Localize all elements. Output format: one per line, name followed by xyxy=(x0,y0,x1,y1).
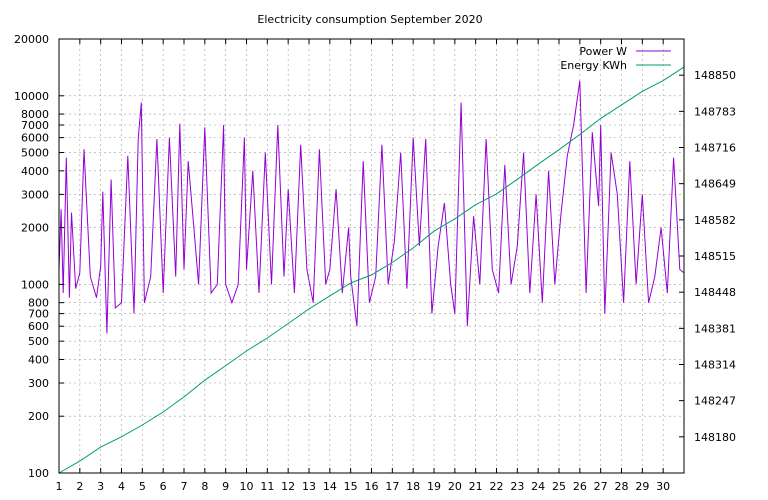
y-tick-label: 400 xyxy=(28,353,49,366)
x-tick-label: 9 xyxy=(222,480,229,493)
data-series xyxy=(58,66,685,474)
y-tick-label: 20000 xyxy=(14,33,49,46)
y2-tick-label: 148850 xyxy=(694,69,736,82)
x-tick-label: 23 xyxy=(510,480,524,493)
y-tick-label: 100 xyxy=(28,467,49,480)
x-tick-label: 6 xyxy=(160,480,167,493)
axis-ticks: 1 2 3 4 5 6 7 8 9 10 11 12 13 14 15 16 17 18 19 20 21 22 23 24 2… xyxy=(14,33,736,493)
y-tick-label: 3000 xyxy=(21,188,49,201)
x-tick-label: 3 xyxy=(97,480,104,493)
x-tick-label: 30 xyxy=(656,480,670,493)
y2-tick-label: 148582 xyxy=(694,214,736,227)
x-tick-label: 20 xyxy=(448,480,462,493)
x-tick-label: 10 xyxy=(240,480,254,493)
x-tick-label: 16 xyxy=(365,480,379,493)
legend-label: Power W xyxy=(579,45,627,58)
y2-tick-label: 148180 xyxy=(694,431,736,444)
x-tick-label: 4 xyxy=(118,480,125,493)
x-tick-label: 25 xyxy=(552,480,566,493)
y-tick-label: 4000 xyxy=(21,165,49,178)
y-tick-label: 200 xyxy=(28,410,49,423)
x-tick-label: 21 xyxy=(469,480,483,493)
x-tick-label: 17 xyxy=(385,480,399,493)
y2-tick-label: 148314 xyxy=(694,359,736,372)
legend-label: Energy KWh xyxy=(560,59,627,72)
y2-tick-label: 148783 xyxy=(694,105,736,118)
y-tick-label: 700 xyxy=(28,308,49,321)
x-tick-label: 28 xyxy=(615,480,629,493)
x-tick-label: 14 xyxy=(323,480,337,493)
x-tick-label: 19 xyxy=(427,480,441,493)
y-tick-label: 500 xyxy=(28,335,49,348)
x-tick-label: 1 xyxy=(56,480,63,493)
y-tick-label: 2000 xyxy=(21,222,49,235)
y-tick-label: 7000 xyxy=(21,119,49,132)
y-tick-label: 6000 xyxy=(21,132,49,145)
x-tick-label: 12 xyxy=(281,480,295,493)
x-tick-label: 5 xyxy=(139,480,146,493)
power-line xyxy=(58,80,685,334)
x-tick-label: 26 xyxy=(573,480,587,493)
y-tick-label: 5000 xyxy=(21,147,49,160)
x-tick-label: 18 xyxy=(406,480,420,493)
chart-title: Electricity consumption September 2020 xyxy=(257,13,482,26)
energy-line xyxy=(58,66,685,474)
y2-tick-label: 148649 xyxy=(694,178,736,191)
y-tick-label: 1000 xyxy=(21,278,49,291)
y-tick-label: 800 xyxy=(28,297,49,310)
x-tick-label: 11 xyxy=(260,480,274,493)
x-tick-label: 29 xyxy=(635,480,649,493)
y2-tick-label: 148381 xyxy=(694,322,736,335)
x-tick-label: 2 xyxy=(76,480,83,493)
x-tick-label: 7 xyxy=(181,480,188,493)
y-tick-label: 10000 xyxy=(14,90,49,103)
x-tick-label: 13 xyxy=(302,480,316,493)
y-tick-label: 600 xyxy=(28,320,49,333)
y2-tick-label: 148247 xyxy=(694,395,736,408)
x-tick-label: 24 xyxy=(531,480,545,493)
y2-tick-label: 148515 xyxy=(694,250,736,263)
x-tick-label: 27 xyxy=(594,480,608,493)
x-tick-label: 22 xyxy=(490,480,504,493)
x-tick-label: 15 xyxy=(344,480,358,493)
y-tick-label: 8000 xyxy=(21,108,49,121)
x-tick-label: 8 xyxy=(201,480,208,493)
y2-tick-label: 148448 xyxy=(694,286,736,299)
y2-tick-label: 148716 xyxy=(694,142,736,155)
y-tick-label: 300 xyxy=(28,377,49,390)
